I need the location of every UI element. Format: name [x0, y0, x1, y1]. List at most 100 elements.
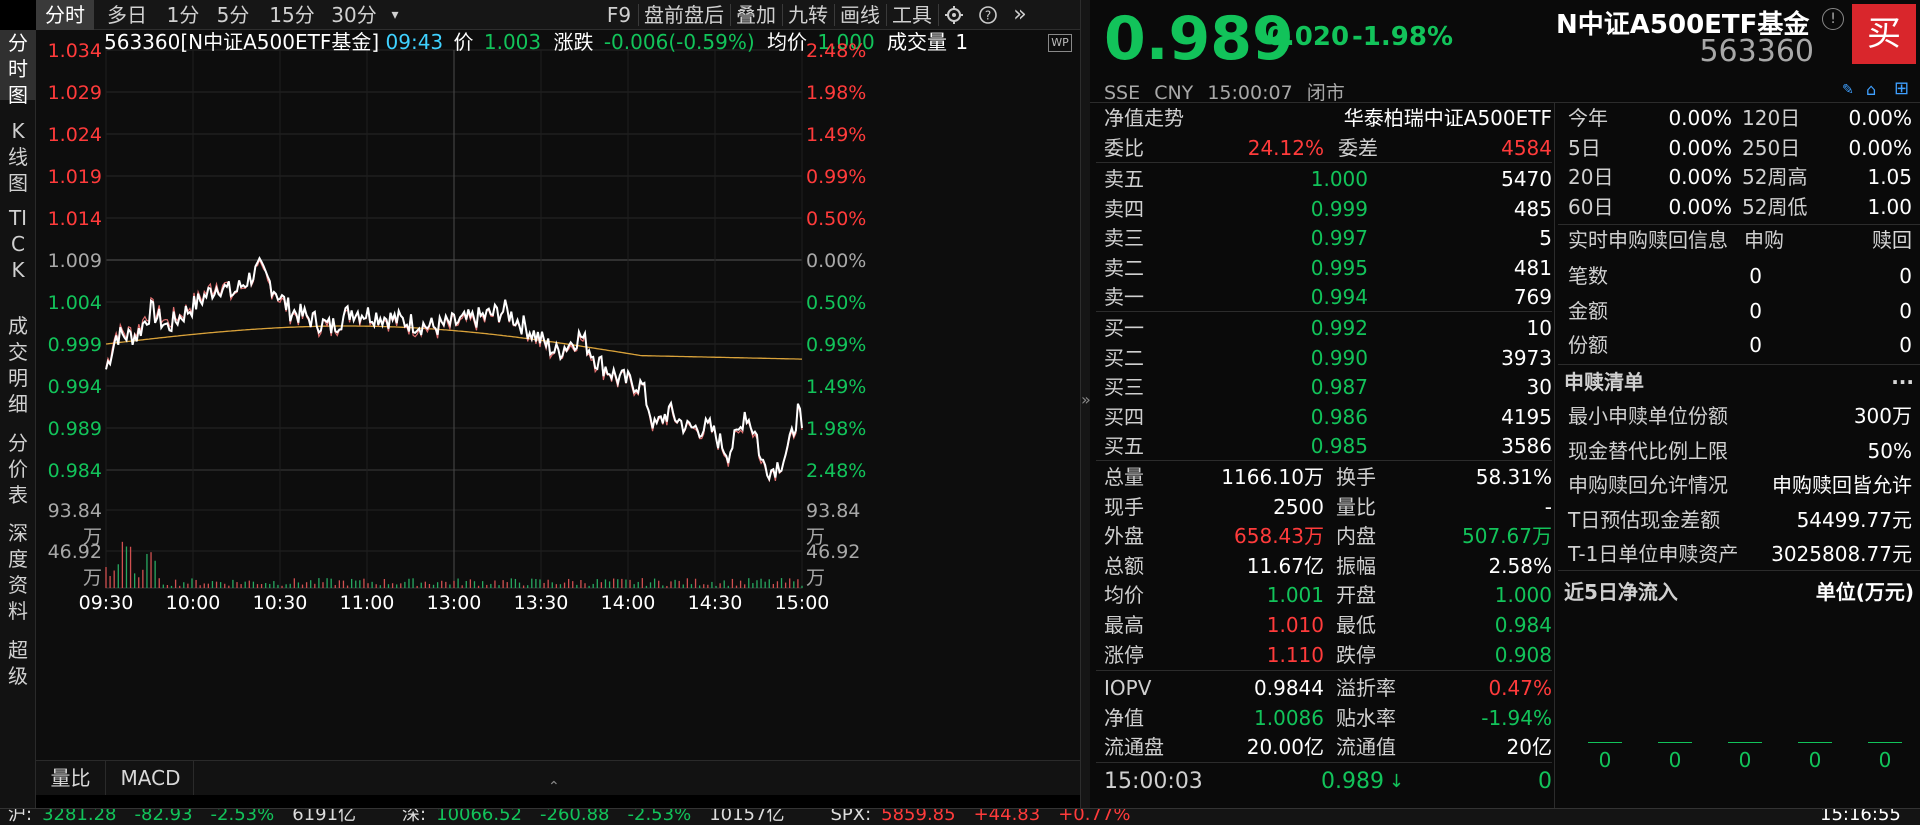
stat-row: 总量 1166.10万 换手 58.31% — [1104, 463, 1552, 491]
edit-icon[interactable]: ✎ — [1842, 82, 1854, 98]
tab-15min[interactable]: 15分 — [269, 3, 315, 27]
performance-row: 20日 0.00% 52周高 1.05 — [1568, 165, 1912, 190]
ask-row[interactable]: 卖四 0.999 485 — [1104, 195, 1552, 223]
tab-fenshi[interactable]: 分时图 — [0, 30, 36, 107]
tab-trade-detail[interactable]: 成交明细 — [8, 314, 28, 416]
bid-label: 买一 — [1104, 316, 1144, 340]
stat-label: 外盘 — [1104, 524, 1144, 549]
tab-5min[interactable]: 5分 — [216, 3, 250, 27]
double-chevron-right-icon[interactable]: » — [1013, 2, 1027, 27]
nav-trend-row[interactable]: 净值走势 华泰柏瑞中证A500ETF — [1104, 104, 1552, 132]
bid-row[interactable]: 买二 0.990 3973 — [1104, 344, 1552, 372]
stat-value: 2500 — [1273, 494, 1324, 519]
flow-value: 0 — [1668, 748, 1682, 772]
bid-price: 0.985 — [1310, 434, 1368, 459]
redeem-col-subscribe: 申购 — [1744, 228, 1784, 252]
tab-1min[interactable]: 1分 — [166, 3, 200, 27]
bid-row[interactable]: 买一 0.992 10 — [1104, 314, 1552, 342]
flow-bar — [1588, 742, 1622, 743]
last-trade-price: 0.989 — [1321, 769, 1384, 794]
ticker-item[interactable]: SPX: 5859.85 +44.83 +0.77% — [830, 808, 1131, 825]
last-trade-row: 15:00:03 0.989 ↓ 0 — [1104, 768, 1552, 796]
pct-axis-label: 1.49% — [806, 124, 867, 146]
stat-value: 0.908 — [1494, 642, 1552, 667]
stat-row: 最高 1.010 最低 0.984 — [1104, 611, 1552, 639]
ticker-item[interactable]: 沪: 3281.28 -82.93 -2.53% 6191亿 — [8, 808, 357, 825]
bid-price: 0.990 — [1310, 345, 1368, 370]
fund-stat-label: 溢折率 — [1336, 676, 1396, 700]
tab-depth-info[interactable]: 深度资料 — [8, 521, 28, 623]
add-icon[interactable]: ⊞ — [1894, 78, 1910, 99]
tab-kline[interactable]: K线图 — [8, 119, 28, 195]
tools-button[interactable]: 工具 — [892, 3, 932, 27]
ask-price: 0.997 — [1310, 226, 1368, 251]
home-icon[interactable]: ⌂ — [1866, 80, 1877, 99]
volume-axis-label: 46.92万 — [47, 541, 102, 589]
gear-icon[interactable] — [942, 0, 966, 30]
tab-macd[interactable]: MACD — [108, 761, 194, 795]
tab-super[interactable]: 超级 — [8, 638, 28, 688]
tab-tick[interactable]: TICK — [8, 206, 28, 282]
f9-button[interactable]: F9 — [606, 3, 632, 27]
time-axis-label: 10:00 — [165, 592, 221, 614]
overlay-button[interactable]: 叠加 — [736, 3, 776, 27]
tab-volume-ratio[interactable]: 量比 — [36, 761, 106, 795]
pre-post-market-button[interactable]: 盘前盘后 — [644, 3, 724, 27]
bid-row[interactable]: 买四 0.986 4195 — [1104, 403, 1552, 431]
tab-multi-day[interactable]: 多日 — [107, 3, 147, 27]
clock: 15:16:55 — [1820, 808, 1901, 825]
stat-value: 58.31% — [1475, 465, 1552, 489]
buy-button[interactable]: 买 — [1852, 4, 1916, 64]
nine-turn-button[interactable]: 九转 — [788, 3, 828, 27]
help-icon[interactable]: ? — [976, 0, 1000, 30]
list-title: 申赎清单 — [1564, 370, 1644, 394]
ask-price: 1.000 — [1310, 167, 1368, 191]
bid-ratio: 24.12% — [1247, 136, 1324, 160]
more-icon[interactable]: ··· — [1891, 370, 1914, 394]
fund-stat-row: IOPV 0.9844 溢折率 0.47% — [1104, 674, 1552, 702]
ask-row[interactable]: 卖一 0.994 769 — [1104, 283, 1552, 311]
ask-row[interactable]: 卖二 0.995 481 — [1104, 254, 1552, 282]
bid-label: 买五 — [1104, 434, 1144, 459]
fund-stat-value: 0.47% — [1488, 676, 1552, 700]
stat-label: 换手 — [1336, 465, 1376, 489]
bid-row[interactable]: 买五 0.985 3586 — [1104, 432, 1552, 460]
price-axis-label: 1.019 — [47, 166, 102, 188]
draw-line-button[interactable]: 画线 — [840, 3, 880, 27]
ticker-item[interactable]: 深: 10066.52 -260.88 -2.53% 10157亿 — [402, 808, 785, 825]
fund-stat-row: 净值 1.0086 贴水率 -1.94% — [1104, 704, 1552, 732]
expand-up-icon[interactable]: ⌃ — [548, 779, 560, 795]
period-dropdown-icon[interactable]: ▾ — [391, 7, 399, 23]
performance-row: 60日 0.00% 52周低 1.00 — [1568, 194, 1912, 219]
index-ticker: 沪: 3281.28 -82.93 -2.53% 6191亿 深: 10066.52 -260… — [0, 808, 1920, 825]
price-axis-label: 1.024 — [47, 124, 102, 146]
last-trade-volume: 0 — [1538, 769, 1552, 794]
intraday-chart[interactable]: 563360[N中证A500ETF基金] 09:43 价 1.003 涨跌 -0… — [36, 30, 1080, 760]
fund-stat-label: 贴水率 — [1336, 705, 1396, 730]
ask-volume: 769 — [1513, 285, 1552, 310]
pct-axis-label: 0.50% — [806, 292, 867, 314]
panel-splitter[interactable]: » — [1080, 0, 1091, 808]
market-status: SSE CNY 15:00:07 闭市 — [1104, 78, 1345, 105]
ask-row[interactable]: 卖三 0.997 5 — [1104, 224, 1552, 252]
tab-intraday[interactable]: 分时 — [36, 0, 94, 30]
collapse-right-icon[interactable]: » — [1081, 390, 1091, 409]
nav-trend-label: 净值走势 — [1104, 106, 1184, 130]
pct-axis-label: 1.98% — [806, 418, 867, 440]
stat-row: 外盘 658.43万 内盘 507.67万 — [1104, 522, 1552, 550]
ask-price: 0.994 — [1310, 285, 1368, 310]
tab-30min[interactable]: 30分 — [331, 3, 377, 27]
ask-price: 0.999 — [1310, 196, 1368, 221]
tab-price-table[interactable]: 分价表 — [8, 431, 28, 507]
svg-text:?: ? — [985, 9, 991, 23]
bid-volume: 30 — [1526, 375, 1552, 400]
last-trade-time: 15:00:03 — [1104, 769, 1203, 794]
price-line — [105, 256, 803, 482]
info-icon[interactable]: ! — [1822, 8, 1844, 30]
bid-row[interactable]: 买三 0.987 30 — [1104, 373, 1552, 401]
ask-label: 卖四 — [1104, 196, 1144, 221]
stat-row: 现手 2500 量比 - — [1104, 493, 1552, 521]
wp-icon[interactable]: WP — [1048, 34, 1072, 52]
ask-row[interactable]: 卖五 1.000 5470 — [1104, 165, 1552, 193]
time-axis-label: 11:00 — [339, 592, 395, 614]
